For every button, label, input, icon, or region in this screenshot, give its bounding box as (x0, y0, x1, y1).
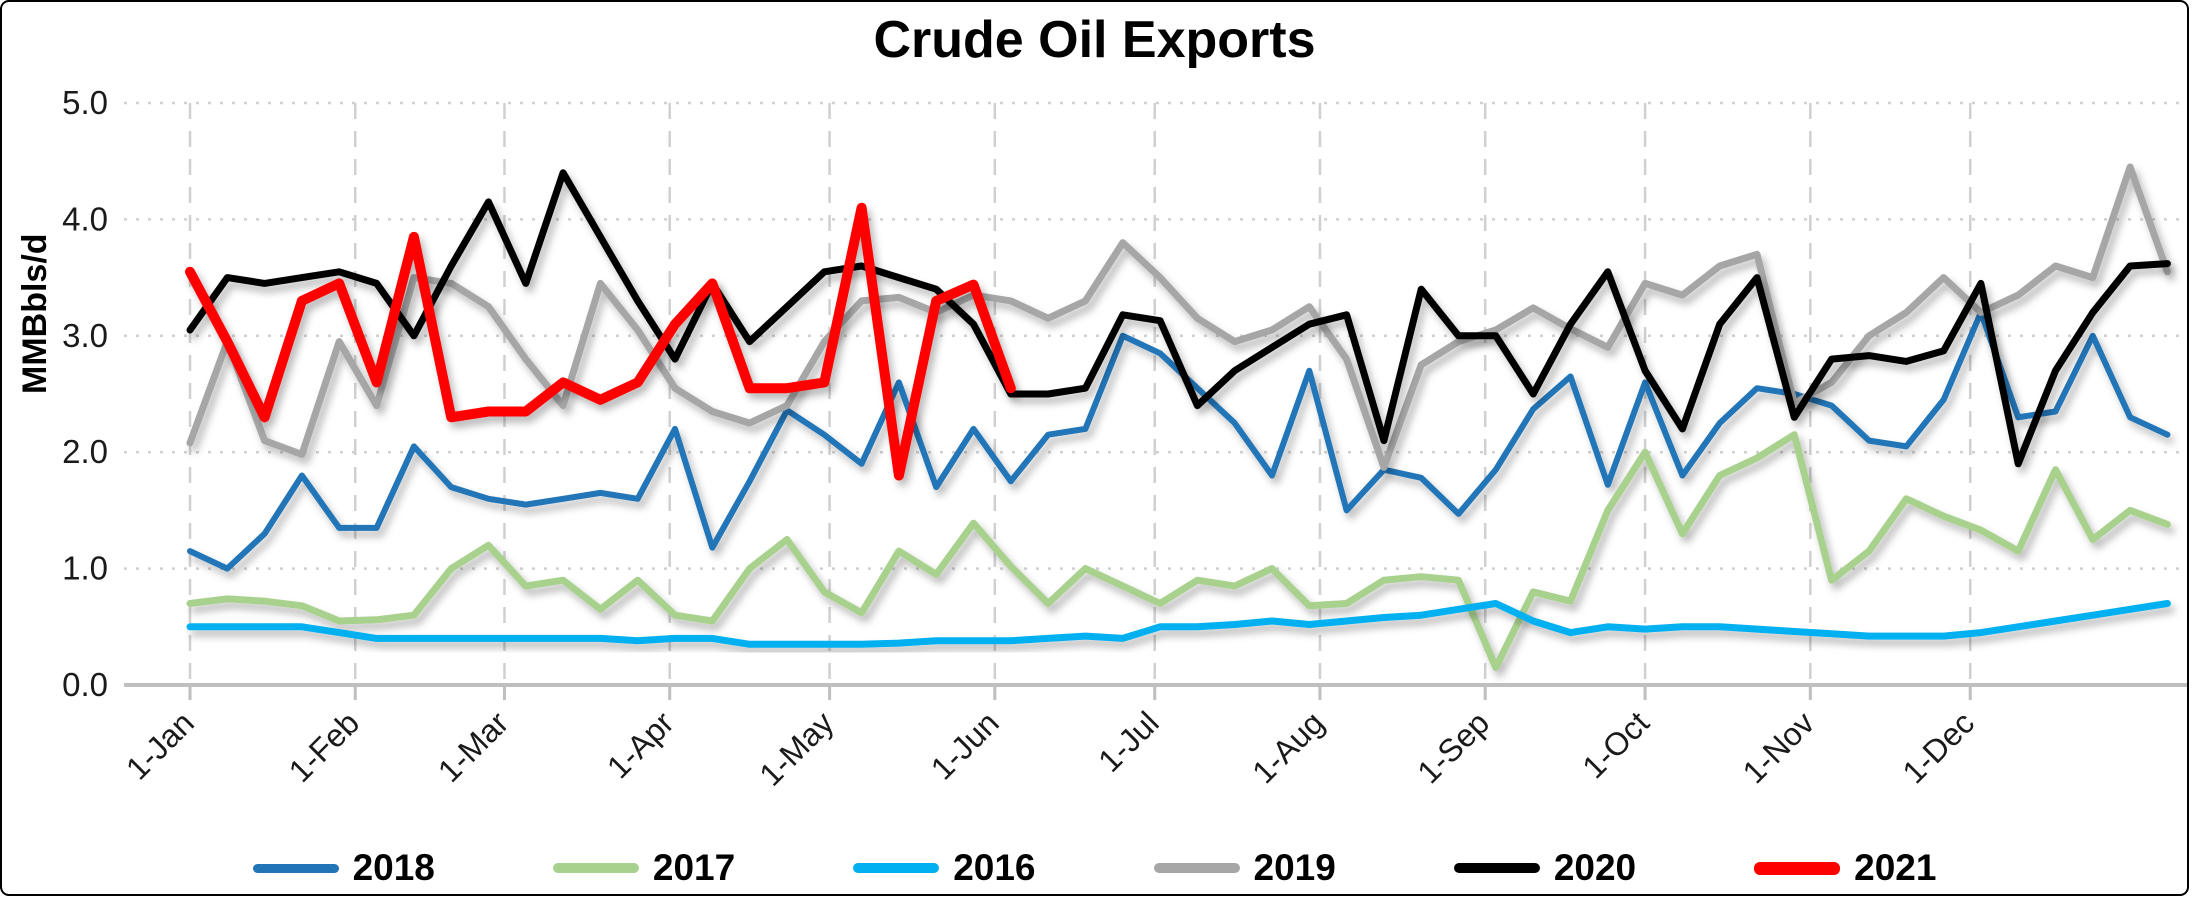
x-tick-label: 1-Aug (1245, 704, 1331, 790)
legend-swatch-2018 (252, 863, 339, 873)
legend-swatch-2020 (1453, 863, 1540, 873)
x-tick-label: 1-Jan (119, 704, 201, 786)
legend-label-2020: 2020 (1553, 847, 1637, 888)
legend-label-2017: 2017 (652, 847, 736, 888)
legend-label-2018: 2018 (352, 847, 435, 888)
legend-item-2017: 2017 (552, 847, 736, 889)
legend-swatch-2017 (552, 863, 639, 873)
legend-swatch-2016 (853, 863, 940, 873)
series-line-2017 (186, 431, 2171, 671)
x-tick-label: 1-Sep (1410, 704, 1496, 790)
chart-title: Crude Oil Exports (873, 11, 1316, 69)
y-tick-label: 1.0 (62, 550, 108, 587)
legend-label-2019: 2019 (1253, 847, 1336, 888)
y-tick-label: 5.0 (62, 84, 108, 121)
legend-item-2018: 2018 (252, 847, 435, 889)
legend-swatch-2019 (1153, 863, 1240, 873)
y-tick-label: 3.0 (62, 317, 108, 354)
x-tick-label: 1-Mar (431, 704, 516, 789)
x-tick-label: 1-May (752, 704, 840, 792)
x-tick-label: 1-Nov (1735, 704, 1821, 790)
legend-label-2016: 2016 (953, 847, 1036, 888)
legend-item-2016: 2016 (853, 847, 1036, 889)
legend-item-2021: 2021 (1754, 847, 1936, 889)
x-tick-label: 1-Jun (924, 704, 1006, 786)
legend-label-2021: 2021 (1854, 847, 1937, 888)
x-tick-label: 1-Apr (600, 704, 681, 785)
x-tick-label: 1-Jul (1091, 704, 1166, 779)
x-tick-label: 1-Dec (1895, 704, 1981, 790)
legend-swatch-2021 (1754, 861, 1841, 875)
y-tick-label: 4.0 (62, 200, 108, 237)
series-line-2020 (186, 169, 2171, 468)
x-tick-label: 1-Oct (1575, 704, 1656, 785)
series-line-2021 (185, 202, 1016, 481)
series-line-2016 (186, 600, 2171, 648)
legend: 2018 2017 2016 2019 2020 2021 (2, 847, 2187, 889)
x-tick-label: 1-Feb (282, 704, 367, 789)
y-tick-label: 2.0 (62, 433, 108, 470)
series-line-2018 (187, 309, 2171, 572)
legend-item-2020: 2020 (1453, 847, 1637, 889)
legend-item-2019: 2019 (1153, 847, 1336, 889)
series-line-2019 (186, 163, 2171, 471)
y-tick-label: 0.0 (62, 666, 108, 703)
